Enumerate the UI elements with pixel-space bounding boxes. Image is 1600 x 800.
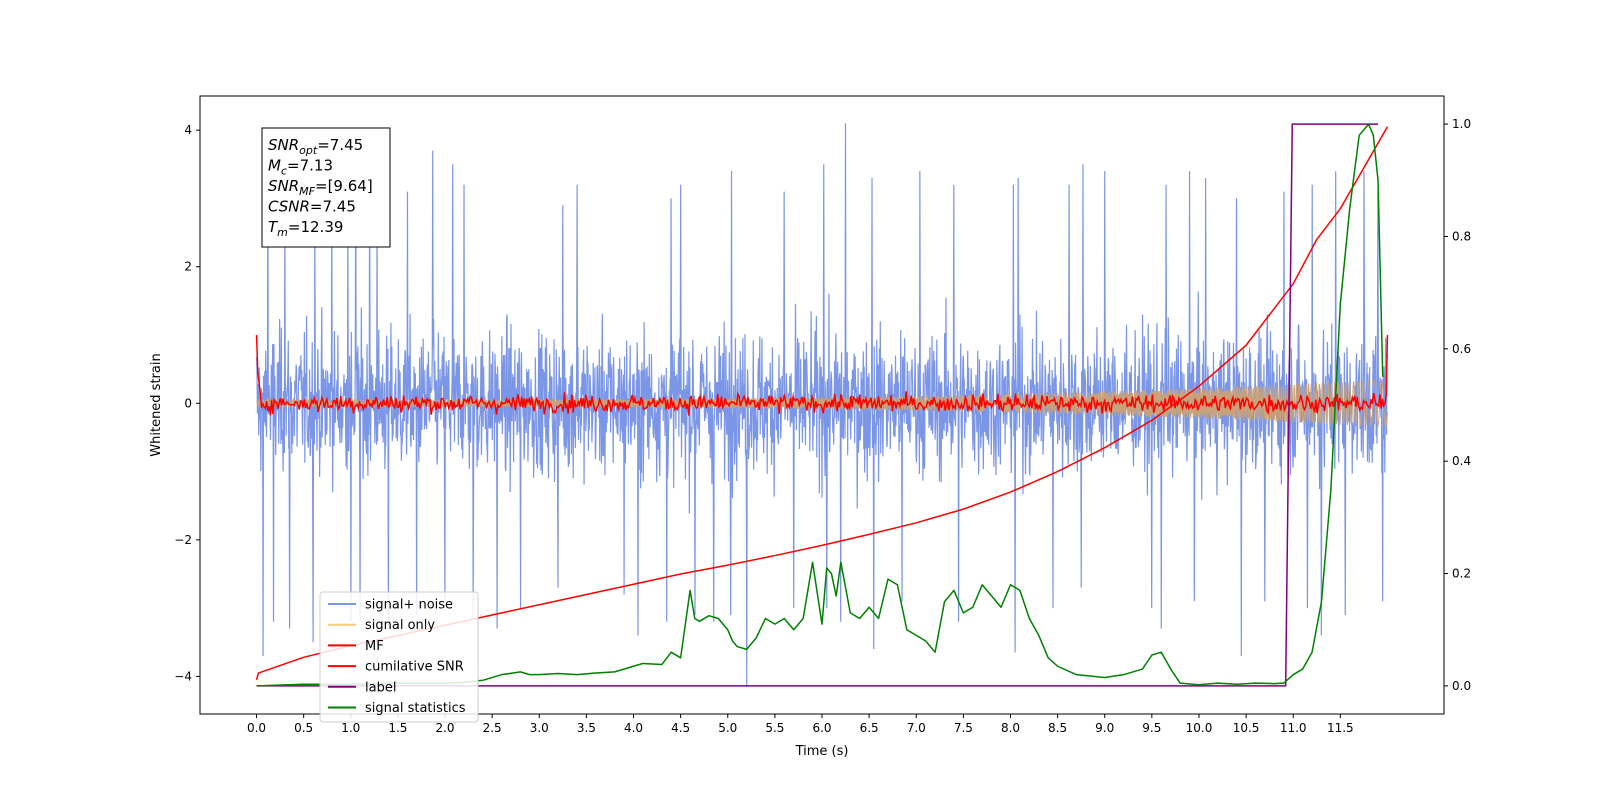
- annotation-line: SNRMF=[9.64]: [268, 177, 373, 198]
- x-axis-title: Time (s): [795, 744, 849, 759]
- series-label-line: [256, 123, 1379, 687]
- legend-label: signal+ noise: [365, 598, 453, 613]
- y-axis-left: −4 −2 0 2 4: [174, 123, 200, 683]
- x-tick-label: 11.0: [1280, 721, 1307, 735]
- x-tick-label: 3.5: [577, 721, 596, 735]
- legend: signal+ noise signal only MF cumilative SNR…: [319, 591, 479, 723]
- y-right-tick-label: 0.6: [1452, 342, 1471, 356]
- x-tick-label: 9.5: [1142, 721, 1161, 735]
- x-tick-label: 0.0: [247, 721, 266, 735]
- legend-label: cumilative SNR: [365, 660, 464, 675]
- x-tick-label: 7.0: [907, 721, 926, 735]
- x-tick-label: 2.0: [435, 721, 454, 735]
- y-left-tick-label: −2: [174, 533, 192, 547]
- x-tick-label: 2.5: [483, 721, 502, 735]
- x-tick-label: 7.5: [954, 721, 973, 735]
- legend-label: label: [365, 680, 396, 695]
- legend-label: signal statistics: [365, 701, 466, 716]
- x-tick-label: 6.0: [812, 721, 831, 735]
- x-tick-label: 11.5: [1327, 721, 1354, 735]
- annotation-line: SNRopt=7.45: [268, 136, 363, 157]
- x-tick-label: 5.5: [765, 721, 784, 735]
- x-tick-label: 4.5: [671, 721, 690, 735]
- x-tick-label: 5.0: [718, 721, 737, 735]
- y-right-tick-label: 0.8: [1452, 229, 1471, 243]
- x-tick-label: 9.0: [1095, 721, 1114, 735]
- y-right-tick-label: 0.2: [1452, 567, 1471, 581]
- y-axis-right: 0.0 0.2 0.4 0.6 0.8 1.0: [1444, 117, 1471, 693]
- x-tick-label: 1.5: [388, 721, 407, 735]
- y-left-tick-label: −4: [174, 669, 192, 683]
- legend-frame: [319, 591, 479, 723]
- x-tick-label: 6.5: [860, 721, 879, 735]
- x-tick-label: 0.5: [294, 721, 313, 735]
- x-tick-label: 1.0: [341, 721, 360, 735]
- x-tick-label: 10.5: [1233, 721, 1260, 735]
- x-tick-label: 10.0: [1186, 721, 1213, 735]
- y-right-tick-label: 1.0: [1452, 117, 1471, 131]
- annotation-line: Tm=12.39: [268, 218, 343, 239]
- y-right-tick-label: 0.4: [1452, 454, 1471, 468]
- y-left-tick-label: 0: [184, 396, 192, 410]
- y-left-tick-label: 4: [184, 123, 192, 137]
- legend-label: MF: [365, 639, 384, 654]
- x-axis: 0.0 0.5 1.0 1.5 2.0 2.5 3.0 3.5 4.0 4.5 5.0 5.5 6.0 6…: [247, 714, 1354, 735]
- x-tick-label: 8.0: [1001, 721, 1020, 735]
- series-mf-line: [255, 334, 1389, 416]
- series-signal-statistics-line: [256, 123, 1384, 687]
- annotation-line: CSNR=7.45: [268, 198, 356, 216]
- legend-label: signal only: [365, 618, 435, 633]
- annotation-frame: [261, 127, 391, 248]
- x-tick-label: 8.5: [1048, 721, 1067, 735]
- y-axis-title: Whitened strain: [149, 353, 164, 456]
- y-left-tick-label: 2: [184, 260, 192, 274]
- y-right-tick-label: 0.0: [1452, 679, 1471, 693]
- x-tick-label: 3.0: [530, 721, 549, 735]
- annotation-line: Mc=7.13: [268, 157, 333, 178]
- x-tick-label: 4.0: [624, 721, 643, 735]
